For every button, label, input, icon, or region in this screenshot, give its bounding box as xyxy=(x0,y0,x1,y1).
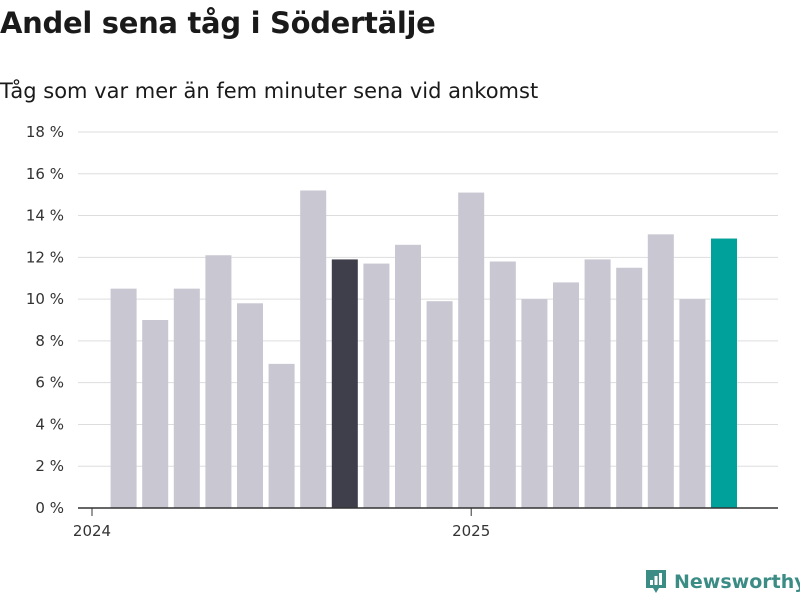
bar xyxy=(553,282,579,508)
y-tick-label: 14 % xyxy=(26,207,64,225)
y-tick-label: 10 % xyxy=(26,290,64,308)
bar xyxy=(616,267,643,508)
bar xyxy=(521,299,548,508)
bar xyxy=(173,288,200,508)
newsworthy-bar-icon xyxy=(646,570,666,593)
y-tick-label: 2 % xyxy=(35,457,64,475)
bar xyxy=(711,238,737,509)
brand-name: Newsworthy xyxy=(674,571,800,593)
bar xyxy=(426,301,453,508)
y-tick-label: 4 % xyxy=(35,415,64,433)
bar xyxy=(142,320,169,508)
y-tick-label: 18 % xyxy=(26,123,64,141)
chart-title: Andel sena tåg i Södertälje xyxy=(0,6,436,40)
bar xyxy=(110,288,137,508)
bar xyxy=(331,259,358,508)
y-tick-label: 12 % xyxy=(26,248,64,266)
bar xyxy=(679,299,706,508)
y-tick-label: 0 % xyxy=(35,499,64,517)
bar xyxy=(647,234,674,508)
y-tick-label: 6 % xyxy=(35,374,64,392)
chart-subtitle: Tåg som var mer än fem minuter sena vid … xyxy=(0,79,539,103)
bar xyxy=(489,261,516,508)
y-tick-label: 16 % xyxy=(26,165,64,183)
bar xyxy=(395,244,421,509)
x-tick-label: 2025 xyxy=(452,522,490,540)
x-tick-label: 2024 xyxy=(73,522,111,540)
bar xyxy=(268,363,295,508)
bar xyxy=(205,255,232,508)
bar xyxy=(237,303,263,508)
bar xyxy=(300,190,327,508)
bar xyxy=(584,259,611,508)
y-tick-label: 8 % xyxy=(35,332,64,350)
bar xyxy=(363,263,390,508)
newsworthy-logo[interactable]: Newsworthy xyxy=(644,568,800,596)
bar xyxy=(458,192,485,509)
